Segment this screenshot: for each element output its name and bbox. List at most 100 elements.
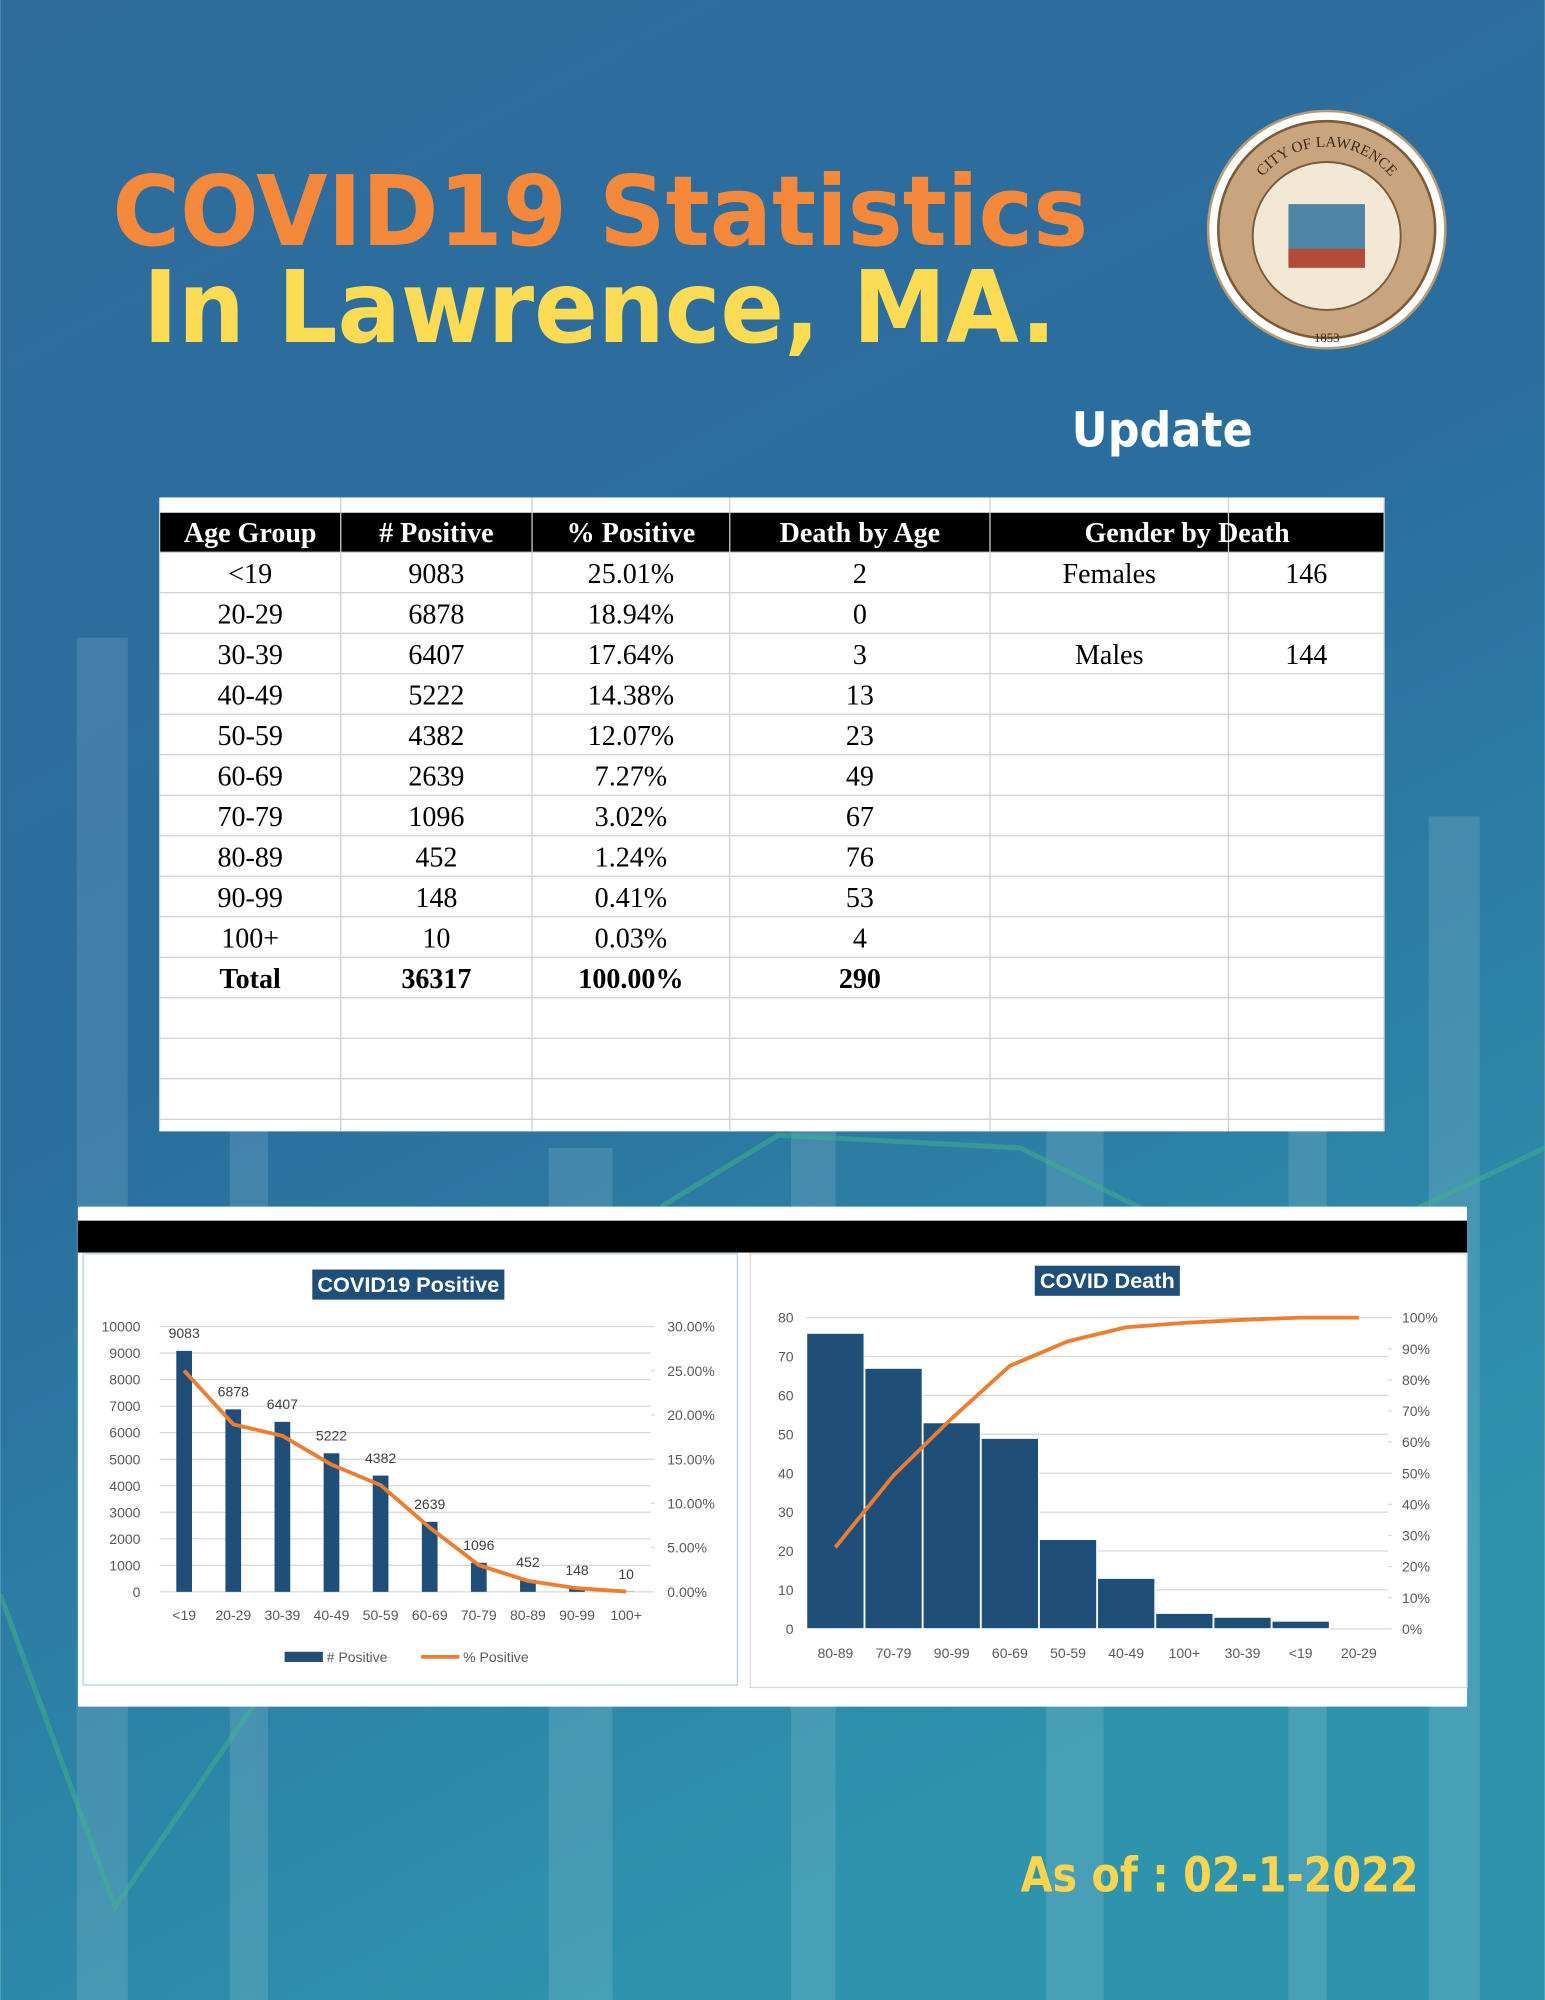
data-label: 9083 bbox=[169, 1325, 200, 1341]
data-label: 1096 bbox=[463, 1537, 494, 1553]
seal-year: 1853 bbox=[1314, 331, 1339, 345]
y-tick-label: 6000 bbox=[109, 1425, 140, 1441]
bar bbox=[1154, 1612, 1214, 1630]
table-cell: 100+ bbox=[221, 923, 279, 954]
table-cell: 17.64% bbox=[588, 640, 674, 671]
y-tick-label: 0 bbox=[133, 1584, 141, 1600]
y2-tick-label: 50% bbox=[1402, 1465, 1430, 1481]
y2-tick-label: 90% bbox=[1402, 1341, 1430, 1357]
y-tick-label: 20 bbox=[778, 1543, 794, 1559]
table-header: % Positive bbox=[567, 518, 696, 549]
table-cell: 40-49 bbox=[217, 680, 282, 711]
table-header: Gender by Death bbox=[1084, 518, 1290, 549]
y-tick-label: 3000 bbox=[109, 1504, 140, 1520]
x-tick-label: 80-89 bbox=[817, 1645, 853, 1661]
data-label: 6878 bbox=[218, 1384, 249, 1400]
bar bbox=[805, 1332, 865, 1630]
y-tick-label: 80 bbox=[778, 1310, 794, 1326]
y-tick-label: 4000 bbox=[109, 1478, 140, 1494]
gender-cell: 144 bbox=[1285, 640, 1327, 671]
y2-tick-label: 40% bbox=[1402, 1496, 1430, 1512]
data-label: 148 bbox=[565, 1562, 589, 1578]
date: As of : 02-1-2022 bbox=[1021, 1848, 1419, 1904]
y-tick-label: 0 bbox=[786, 1621, 794, 1637]
data-label: 5222 bbox=[316, 1428, 347, 1444]
chart: COVID19 Positive 0 1000 2000 3000 4000 5000 600… bbox=[102, 1269, 715, 1665]
table-cell: 6878 bbox=[408, 599, 464, 630]
x-tick-label: 100+ bbox=[1169, 1645, 1201, 1661]
bar bbox=[980, 1437, 1040, 1630]
x-tick-label: 70-79 bbox=[461, 1607, 497, 1623]
legend-label: # Positive bbox=[327, 1649, 388, 1665]
table-cell: 12.07% bbox=[588, 721, 674, 752]
y2-tick-label: 20% bbox=[1402, 1559, 1430, 1575]
table-cell: 60-69 bbox=[217, 761, 282, 792]
y2-tick-label: 80% bbox=[1402, 1372, 1430, 1388]
table-cell: 50-59 bbox=[217, 721, 282, 752]
data-label: 4382 bbox=[365, 1450, 396, 1466]
gender-cell: Males bbox=[1075, 640, 1144, 671]
y-tick-label: 7000 bbox=[109, 1398, 140, 1414]
chart-title-bg bbox=[1034, 1265, 1180, 1296]
bar bbox=[372, 1475, 389, 1592]
table-cell: 23 bbox=[846, 721, 874, 752]
table-cell: 0.41% bbox=[595, 883, 667, 914]
seal: CITY OF LAWRENCE 1853 bbox=[1206, 109, 1447, 350]
x-tick-label: 80-89 bbox=[510, 1607, 546, 1623]
bar bbox=[520, 1579, 536, 1592]
y-tick-label: 10000 bbox=[102, 1319, 141, 1335]
bar bbox=[470, 1562, 487, 1592]
y2-tick-label: 30% bbox=[1402, 1528, 1430, 1544]
legend-label: % Positive bbox=[463, 1649, 529, 1665]
table-cell: <19 bbox=[228, 559, 272, 590]
x-tick-label: 20-29 bbox=[215, 1607, 251, 1623]
y2-tick-label: 5.00% bbox=[667, 1540, 707, 1556]
table-cell: 9083 bbox=[408, 559, 464, 590]
table-cell: 5222 bbox=[408, 680, 464, 711]
table-cell: 4382 bbox=[408, 721, 464, 752]
gender-cell: Females bbox=[1063, 559, 1156, 590]
y-tick-label: 40 bbox=[778, 1465, 794, 1481]
table-cell: 67 bbox=[846, 802, 874, 833]
title: COVID19 Statistics bbox=[112, 155, 1088, 268]
x-tick-label: <19 bbox=[172, 1607, 196, 1623]
table-cell: 1.24% bbox=[595, 842, 667, 873]
table-cell: 0.03% bbox=[595, 923, 667, 954]
y-tick-label: 9000 bbox=[109, 1345, 140, 1361]
table-cell: 452 bbox=[415, 842, 457, 873]
table-cell: 2639 bbox=[408, 761, 464, 792]
y2-tick-label: 100% bbox=[1402, 1310, 1438, 1326]
y2-tick-label: 10.00% bbox=[667, 1496, 715, 1512]
table-cell: 90-99 bbox=[217, 883, 282, 914]
line bbox=[833, 1315, 1359, 1549]
y2-tick-label: 10% bbox=[1402, 1590, 1430, 1606]
bar bbox=[323, 1453, 340, 1592]
table-cell: 76 bbox=[846, 842, 874, 873]
data-table: Age Group # Positive % Positive Death by Ag… bbox=[158, 497, 1385, 1132]
table-header: # Positive bbox=[379, 518, 494, 549]
y-tick-label: 1000 bbox=[109, 1557, 140, 1573]
x-tick-label: 30-39 bbox=[264, 1607, 300, 1623]
table-header: Death by Age bbox=[780, 518, 940, 549]
bar bbox=[176, 1350, 193, 1592]
bar bbox=[225, 1409, 242, 1592]
x-tick-label: 60-69 bbox=[992, 1645, 1028, 1661]
table-cell: 0 bbox=[853, 599, 867, 630]
table-cell: 6407 bbox=[408, 640, 464, 671]
table-cell: 4 bbox=[853, 923, 867, 954]
y-tick-label: 30 bbox=[778, 1504, 794, 1520]
table-cell: 100.00% bbox=[578, 964, 683, 995]
x-tick-label: <19 bbox=[1289, 1645, 1313, 1661]
bar bbox=[922, 1422, 982, 1630]
x-tick-label: 30-39 bbox=[1225, 1645, 1261, 1661]
table-cell: 14.38% bbox=[588, 680, 674, 711]
table-cell: 20-29 bbox=[217, 599, 282, 630]
table-cell: 290 bbox=[839, 964, 881, 995]
table-cell: 80-89 bbox=[217, 842, 282, 873]
y2-tick-label: 25.00% bbox=[667, 1363, 715, 1379]
table-cell: 7.27% bbox=[595, 761, 667, 792]
table-cell: 13 bbox=[846, 680, 874, 711]
y-tick-label: 8000 bbox=[109, 1372, 140, 1388]
table-cell: 10 bbox=[422, 923, 450, 954]
